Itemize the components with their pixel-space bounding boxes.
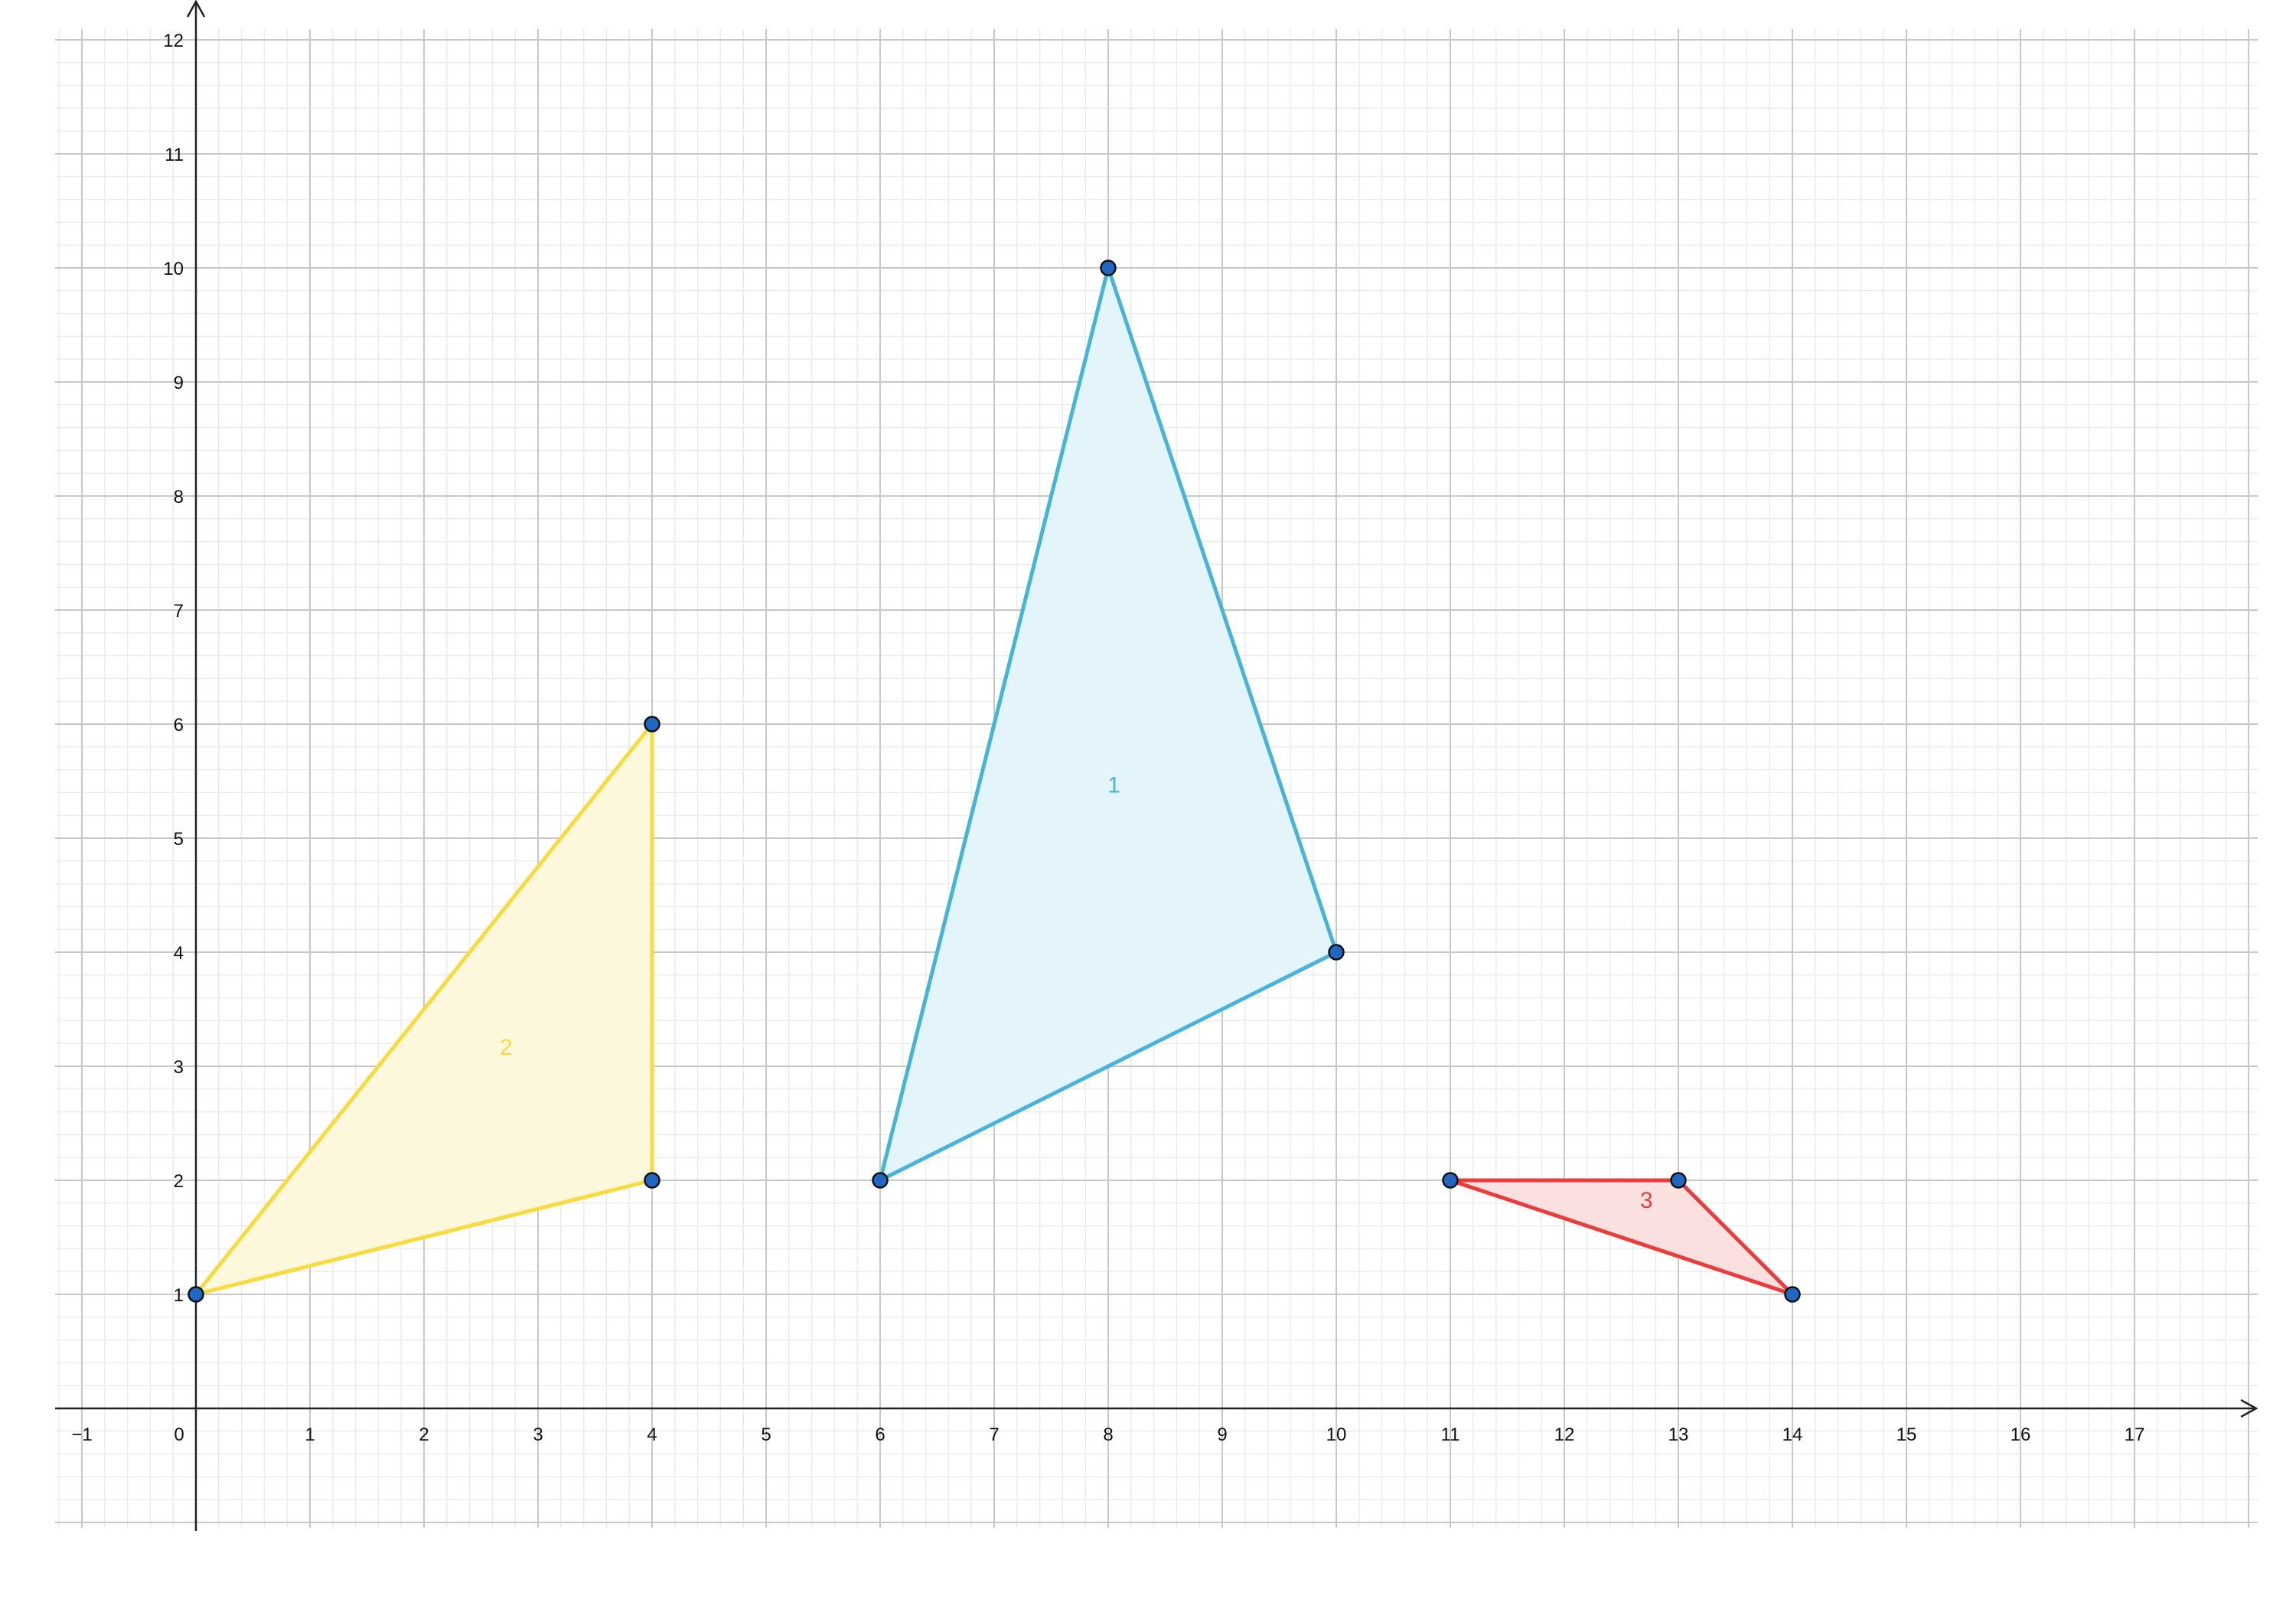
triangle-label-1: 1 xyxy=(1107,772,1120,798)
x-tick-label: 8 xyxy=(1103,1424,1113,1445)
y-tick-label: 10 xyxy=(163,259,184,279)
vertex-point[interactable] xyxy=(1442,1172,1459,1189)
y-tick-label: 12 xyxy=(163,31,184,51)
x-tick-label: −1 xyxy=(71,1424,92,1445)
points-layer[interactable] xyxy=(188,259,1801,1303)
vertex-point[interactable] xyxy=(1670,1172,1687,1189)
x-tick-label: 0 xyxy=(174,1424,184,1445)
x-tick-label: 7 xyxy=(989,1424,999,1445)
x-tick-label: 4 xyxy=(647,1424,657,1445)
x-tick-label: 1 xyxy=(305,1424,315,1445)
triangle-2[interactable] xyxy=(194,722,654,1297)
y-axis-arrow-icon xyxy=(186,0,206,18)
x-tick-label: 5 xyxy=(761,1424,771,1445)
x-axis-arrow-icon xyxy=(2240,1398,2258,1418)
triangle-3[interactable] xyxy=(1448,1178,1795,1297)
x-tick-label: 9 xyxy=(1217,1424,1227,1445)
vertex-point[interactable] xyxy=(872,1172,889,1189)
x-tick-label: 12 xyxy=(1554,1424,1575,1445)
vertex-point[interactable] xyxy=(188,1286,204,1303)
vertex-point[interactable] xyxy=(644,716,660,733)
x-tick-label: 14 xyxy=(1782,1424,1803,1445)
y-tick-label: 5 xyxy=(174,829,184,850)
x-tick-label: 16 xyxy=(2011,1424,2031,1445)
minor-grid xyxy=(55,29,2258,1528)
y-tick-label: 8 xyxy=(174,487,184,507)
y-tick-label: 6 xyxy=(174,715,184,736)
vertex-point[interactable] xyxy=(1100,259,1117,276)
vertex-point[interactable] xyxy=(1328,944,1345,961)
shape-labels-layer: 1 2 3 xyxy=(500,772,1653,1212)
triangle-label-3: 3 xyxy=(1640,1188,1653,1213)
x-tick-label: 2 xyxy=(419,1424,429,1445)
y-tick-label: 4 xyxy=(174,943,184,964)
x-tick-label: 15 xyxy=(1896,1424,1917,1445)
x-tick-label: 11 xyxy=(1441,1424,1460,1445)
y-tick-label: 2 xyxy=(174,1171,184,1192)
x-tick-label: 17 xyxy=(2125,1424,2145,1445)
y-tick-label: 11 xyxy=(165,145,184,165)
x-tick-label: 10 xyxy=(1326,1424,1347,1445)
y-tick-label: 9 xyxy=(174,373,184,393)
x-tick-label: 6 xyxy=(875,1424,885,1445)
y-tick-label: 7 xyxy=(174,601,184,622)
vertex-point[interactable] xyxy=(644,1172,660,1189)
x-tick-label: 3 xyxy=(533,1424,543,1445)
x-tick-label: 13 xyxy=(1668,1424,1689,1445)
y-tick-label: 3 xyxy=(174,1057,184,1078)
triangle-label-2: 2 xyxy=(500,1035,513,1060)
vertex-point[interactable] xyxy=(1784,1286,1801,1303)
triangles-layer xyxy=(194,266,1795,1297)
y-tick-label: 1 xyxy=(174,1285,184,1306)
tick-labels-layer: −1 0 1 2 3 4 5 6 7 8 9 10 11 12 13 14 15 16 17123456789101… xyxy=(71,31,2144,1445)
triangle-1[interactable] xyxy=(878,266,1339,1183)
axes-layer xyxy=(55,0,2258,1531)
